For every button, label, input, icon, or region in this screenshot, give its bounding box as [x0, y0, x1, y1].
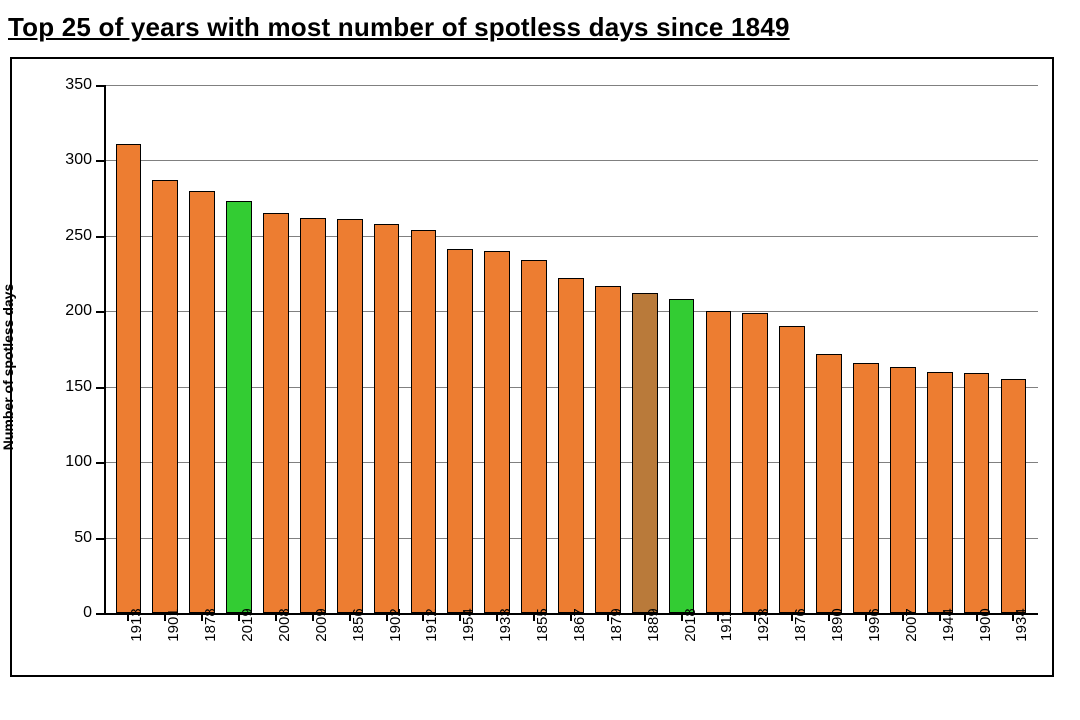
x-tick-label: 1902 — [387, 608, 404, 641]
bar-slot: 1996 — [848, 85, 885, 613]
x-tick-label: 1933 — [497, 608, 514, 641]
x-tick-label: 1856 — [350, 608, 367, 641]
bar-slot: 1923 — [737, 85, 774, 613]
bar-slot: 2018 — [663, 85, 700, 613]
bar — [706, 311, 732, 613]
y-tick — [96, 160, 104, 162]
bar-slot: 1856 — [331, 85, 368, 613]
bar-slot: 1912 — [405, 85, 442, 613]
y-tick — [96, 613, 104, 615]
bar-slot: 1876 — [774, 85, 811, 613]
bar-slot: 1911 — [700, 85, 737, 613]
bar-slot: 1889 — [626, 85, 663, 613]
bar-slot: 1934 — [995, 85, 1032, 613]
bar-slot: 1879 — [589, 85, 626, 613]
bar-slot: 2009 — [294, 85, 331, 613]
y-tick-label: 350 — [65, 76, 92, 94]
y-axis-label: Number of spotless days — [0, 284, 16, 451]
y-tick-label: 100 — [65, 453, 92, 471]
y-tick — [96, 85, 104, 87]
x-tick-label: 1876 — [792, 608, 809, 641]
bar — [632, 293, 658, 613]
bar-slot: 1878 — [184, 85, 221, 613]
x-tick-label: 2007 — [903, 608, 920, 641]
plot-area: 050100150200250300350 191319011878201920… — [104, 85, 1038, 613]
bar — [1001, 379, 1027, 613]
bar — [927, 372, 953, 613]
bar-slot: 1944 — [921, 85, 958, 613]
bar-slot: 1913 — [110, 85, 147, 613]
bar — [779, 326, 805, 613]
bar — [337, 219, 363, 613]
y-tick — [96, 462, 104, 464]
y-tick-label: 150 — [65, 378, 92, 396]
x-tick-label: 1901 — [165, 608, 182, 641]
y-tick — [96, 236, 104, 238]
x-tick-label: 1923 — [755, 608, 772, 641]
y-tick-label: 200 — [65, 302, 92, 320]
bar — [595, 286, 621, 613]
bar-slot: 1933 — [479, 85, 516, 613]
bar-slot: 1954 — [442, 85, 479, 613]
page-title: Top 25 of years with most number of spot… — [0, 0, 1080, 53]
bar-slot: 1902 — [368, 85, 405, 613]
x-tick-label: 1878 — [202, 608, 219, 641]
bar — [890, 367, 916, 613]
bar — [152, 180, 178, 613]
x-tick-label: 2019 — [239, 608, 256, 641]
bar — [263, 213, 289, 613]
y-tick-label: 250 — [65, 227, 92, 245]
bar — [374, 224, 400, 613]
x-tick-label: 1912 — [423, 608, 440, 641]
x-tick-label: 1996 — [866, 608, 883, 641]
chart-frame: Number of spotless days 0501001502002503… — [10, 57, 1054, 677]
bar — [300, 218, 326, 613]
bar — [964, 373, 990, 613]
bar — [742, 313, 768, 613]
y-tick-label: 300 — [65, 151, 92, 169]
bar-slot: 1901 — [147, 85, 184, 613]
bar — [853, 363, 879, 613]
bar-slot: 1900 — [958, 85, 995, 613]
bar — [411, 230, 437, 613]
bar — [189, 191, 215, 613]
x-tick-label: 1890 — [829, 608, 846, 641]
y-tick — [96, 538, 104, 540]
x-tick-label: 1855 — [534, 608, 551, 641]
bar-slot: 1890 — [811, 85, 848, 613]
bar — [669, 299, 695, 613]
bar — [521, 260, 547, 613]
bar-slot: 1855 — [516, 85, 553, 613]
x-tick-label: 2009 — [313, 608, 330, 641]
x-tick-label: 1900 — [977, 608, 994, 641]
x-tick-label: 1911 — [718, 609, 735, 641]
bars-row: 1913190118782019200820091856190219121954… — [104, 85, 1038, 613]
x-tick-label: 1879 — [608, 608, 625, 641]
bar-slot: 1867 — [553, 85, 590, 613]
x-tick-label: 1889 — [645, 608, 662, 641]
bar — [447, 249, 473, 613]
bar — [226, 201, 252, 613]
y-tick-label: 0 — [83, 604, 92, 622]
bar — [484, 251, 510, 613]
x-tick-label: 1913 — [128, 608, 145, 641]
y-tick-label: 50 — [74, 529, 92, 547]
y-tick — [96, 311, 104, 313]
x-tick-label: 2008 — [276, 608, 293, 641]
bar-slot: 2008 — [258, 85, 295, 613]
bar — [558, 278, 584, 613]
bar — [816, 354, 842, 613]
x-tick-label: 1944 — [940, 608, 957, 641]
x-tick-label: 1934 — [1013, 608, 1030, 641]
x-tick-label: 1954 — [460, 608, 477, 641]
x-tick-label: 2018 — [682, 608, 699, 641]
bar — [116, 144, 142, 613]
bar-slot: 2007 — [884, 85, 921, 613]
x-tick-label: 1867 — [571, 608, 588, 641]
bar-slot: 2019 — [221, 85, 258, 613]
y-tick — [96, 387, 104, 389]
